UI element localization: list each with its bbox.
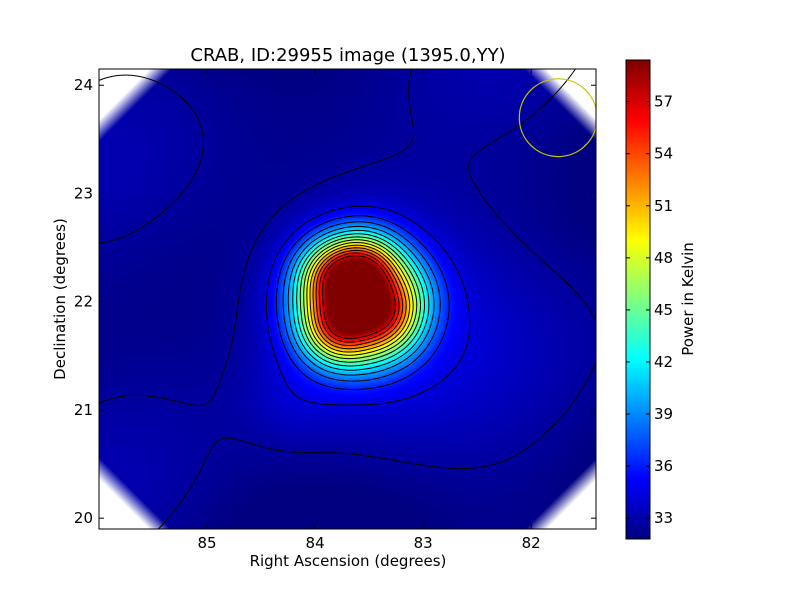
y-axis-label: Declination (degrees) (51, 218, 69, 380)
colorbar-tick-label: 48 (654, 249, 673, 267)
chart-title: CRAB, ID:29955 image (1395.0,YY) (190, 45, 505, 66)
contour-level-14 (318, 252, 400, 343)
colorbar-tick-label: 54 (654, 145, 673, 163)
y-tick-label: 23 (74, 184, 93, 202)
colorbar-gradient (626, 60, 650, 539)
colorbar-tick-label: 57 (654, 93, 673, 111)
contour-lines (99, 69, 596, 529)
colorbar-ticks: 33 36 39 42 45 48 51 54 57 (626, 93, 673, 527)
x-axis: 85 84 83 82 (197, 69, 541, 552)
plot-frame (98, 68, 597, 530)
colorbar-tick-label: 42 (654, 353, 673, 371)
y-tick-label: 24 (74, 76, 93, 94)
y-tick-label: 21 (74, 401, 93, 419)
contour-level-15 (322, 255, 396, 340)
x-tick-label: 83 (414, 534, 433, 552)
colorbar-tick-label: 33 (654, 509, 673, 527)
y-tick-label: 20 (74, 509, 93, 527)
colorbar-tick-label: 45 (654, 301, 673, 319)
x-axis-label: Right Ascension (degrees) (250, 552, 447, 570)
y-axis: 20 21 22 23 24 (74, 76, 596, 527)
colorbar-tick-label: 51 (654, 197, 673, 215)
colorbar: 33 36 39 42 45 48 51 54 57 Power in Kelvin (625, 59, 697, 540)
contour-level-8 (299, 236, 421, 363)
contour-level-11 (309, 244, 411, 353)
contour-level-10 (306, 242, 414, 356)
contour-level-12 (312, 247, 407, 350)
contour-level-3 (275, 215, 450, 390)
contour-level-13 (315, 249, 404, 346)
x-tick-label: 85 (197, 534, 216, 552)
contour-level-2 (265, 205, 471, 406)
contour-level-6 (292, 229, 430, 371)
heatmap-image (99, 69, 596, 529)
contour-level-5 (287, 225, 435, 376)
contour-level-1 (99, 69, 596, 529)
contour-level-9 (303, 239, 418, 360)
x-tick-label: 82 (522, 534, 541, 552)
x-tick-label: 84 (306, 534, 325, 552)
plot-area: 85 84 83 82 20 21 22 23 24 (74, 68, 597, 552)
y-tick-label: 22 (74, 293, 93, 311)
colorbar-tick-label: 39 (654, 405, 673, 423)
contour-level-4 (282, 221, 441, 382)
colorbar-tick-label: 36 (654, 457, 673, 475)
beam-marker (518, 78, 596, 158)
colorbar-frame (625, 59, 651, 540)
contour-level-7 (296, 233, 425, 367)
colorbar-label: Power in Kelvin (679, 242, 697, 356)
